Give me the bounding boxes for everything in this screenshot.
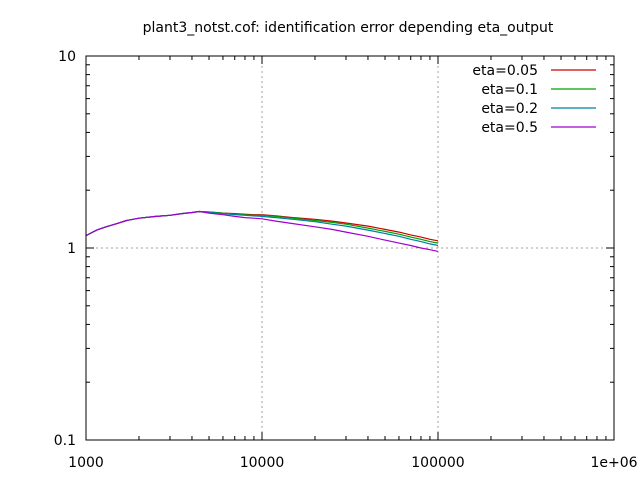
y-tick-label: 10 [58,49,76,65]
legend-label: eta=0.05 [472,63,538,79]
y-tick-label: 1 [67,241,76,257]
x-tick-label: 1e+06 [590,455,637,471]
series-line-eta-0-5 [85,210,439,252]
x-tick-label: 10000 [240,455,285,471]
axes: 1000 10000 100000 1e+06 0.1 1 10 [54,49,638,471]
legend: eta=0.05 eta=0.1 eta=0.2 eta=0.5 [472,63,596,136]
legend-label: eta=0.2 [481,101,538,117]
y-tick-label: 0.1 [54,433,76,449]
legend-label: eta=0.1 [481,82,538,98]
chart-title: plant3_notst.cof: identification error d… [143,20,554,36]
x-tick-label: 1000 [68,455,104,471]
legend-label: eta=0.5 [481,120,538,136]
x-tick-label: 100000 [411,455,464,471]
series-lines [85,210,439,252]
grid-lines [86,56,614,440]
